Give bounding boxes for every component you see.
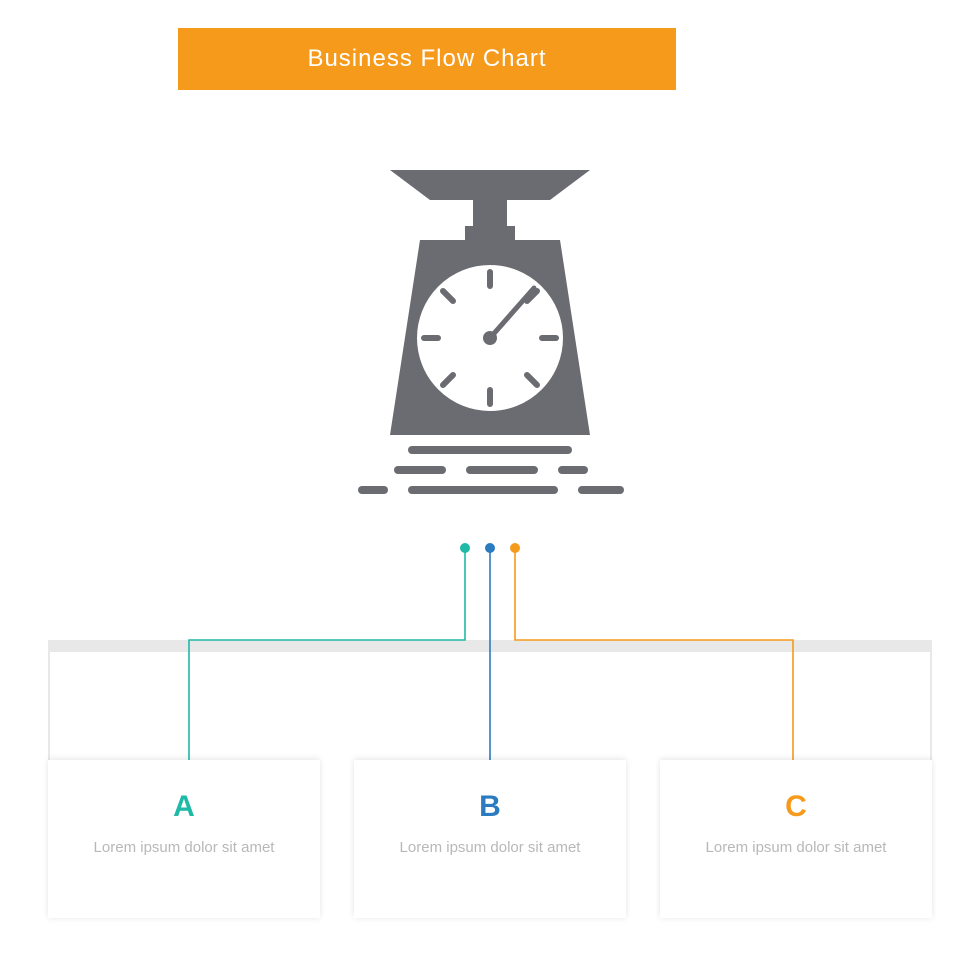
card-text: Lorem ipsum dolor sit amet xyxy=(68,838,300,858)
card-letter: B xyxy=(374,790,606,824)
info-card: A Lorem ipsum dolor sit amet xyxy=(48,760,320,918)
card-text: Lorem ipsum dolor sit amet xyxy=(680,838,912,858)
weighing-scale-icon xyxy=(290,130,690,530)
card-letter: A xyxy=(68,790,300,824)
card-letter: C xyxy=(680,790,912,824)
central-icon-wrap xyxy=(0,130,980,530)
connector-dot xyxy=(510,543,520,553)
info-card: B Lorem ipsum dolor sit amet xyxy=(354,760,626,918)
header-title: Business Flow Chart xyxy=(307,45,546,73)
connector-dot xyxy=(485,543,495,553)
info-card: C Lorem ipsum dolor sit amet xyxy=(660,760,932,918)
card-text: Lorem ipsum dolor sit amet xyxy=(374,838,606,858)
header-bar: Business Flow Chart xyxy=(178,28,676,90)
connector-dot xyxy=(460,543,470,553)
cards-row: A Lorem ipsum dolor sit amet B Lorem ipsum … xyxy=(48,760,932,918)
